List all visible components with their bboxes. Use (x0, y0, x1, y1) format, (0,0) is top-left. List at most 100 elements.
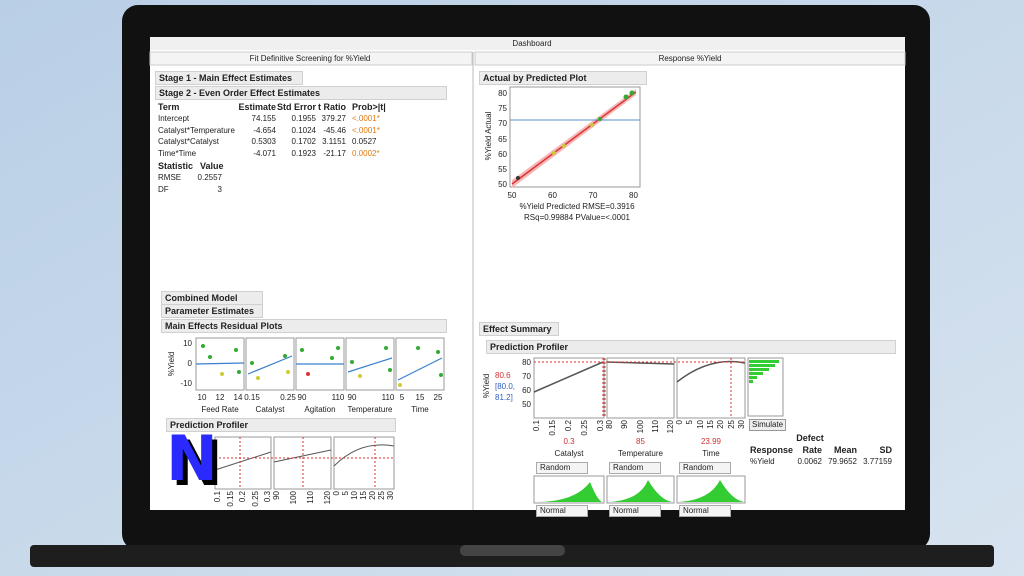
y-tick-label: 80 (522, 358, 531, 367)
window-title: Dashboard (512, 39, 552, 48)
y-tick-label: 60 (498, 149, 507, 159)
table-cell: 0.0062 (797, 457, 822, 466)
section-header: Effect Summary (479, 322, 559, 336)
fit-line (511, 91, 637, 185)
table-cell: 379.27 (321, 114, 346, 123)
dropdown[interactable]: Random (609, 462, 661, 474)
column-header: Std Error (276, 102, 316, 112)
pane-title: Response %Yield (658, 54, 722, 63)
axis-label: Feed Rate (201, 405, 239, 414)
x-tick-label: 15 (415, 393, 425, 402)
axis-label: %Yield (167, 351, 176, 377)
column-header: Rate (802, 445, 822, 455)
section-header: Prediction Profiler (166, 418, 396, 432)
section-header: Actual by Predicted Plot (479, 71, 647, 85)
column-header: Defect (796, 433, 824, 443)
x-tick-label: 12 (215, 393, 225, 402)
table-cell: 0.2557 (197, 173, 222, 182)
axis-label: Temperature (347, 405, 393, 414)
y-tick-label: 75 (498, 104, 507, 114)
x-tick-label: 100 (289, 491, 298, 505)
title-bar (150, 37, 905, 50)
x-tick-label: 70 (588, 191, 598, 200)
column-header: Estimate (238, 102, 276, 112)
right-header (474, 51, 906, 66)
x-tick-label: 0.2 (564, 420, 573, 432)
notch (460, 545, 565, 556)
column-header: SD (879, 445, 892, 455)
table-cell: 3.1151 (322, 137, 346, 146)
table-cell: 0.0527 (352, 137, 377, 146)
section-header: Stage 1 - Main Effect Estimates (155, 71, 303, 85)
actual-points (516, 90, 635, 180)
x-tick-label: 14 (233, 393, 243, 402)
table-cell: 3.77159 (863, 457, 892, 466)
section-header: Prediction Profiler (486, 340, 896, 354)
ci-value: [80.0, (495, 382, 516, 391)
factor-label: Time (702, 449, 720, 458)
section-header: Parameter Estimates (161, 304, 263, 318)
caption: %Yield Predicted RMSE=0.3916 (519, 202, 635, 211)
caption: RSq=0.99884 PValue=<.0001 (524, 213, 630, 222)
x-tick-label: 0.15 (548, 420, 557, 436)
x-tick-label: 90 (347, 393, 357, 402)
column-header: Statistic (158, 161, 194, 171)
x-tick-label: 10 (197, 393, 207, 402)
dropdown[interactable]: Normal (609, 505, 661, 517)
factor-value: 0.3 (563, 437, 575, 446)
x-tick-label: 10 (695, 420, 705, 429)
dropdown[interactable]: Normal (679, 505, 731, 517)
profiler-refs (534, 358, 745, 418)
table-cell: <.0001* (352, 114, 380, 123)
y-tick-label: 10 (183, 339, 192, 348)
x-tick-label: 30 (386, 491, 395, 500)
factor-label: Temperature (618, 449, 663, 458)
table-cell: Time*Time (158, 148, 197, 158)
table-cell: -21.17 (323, 148, 346, 158)
ci-value: 81.2] (495, 393, 513, 402)
dropdown[interactable]: Random (536, 462, 588, 474)
simulated-histogram (749, 360, 779, 383)
dropdown[interactable]: Random (679, 462, 731, 474)
y-tick-label: 70 (498, 119, 507, 129)
axis-label: Agitation (304, 405, 336, 414)
y-tick-label: -10 (180, 379, 192, 388)
x-tick-label: 90 (620, 420, 630, 429)
table-cell: %Yield (750, 457, 775, 466)
column-header: Mean (833, 445, 857, 455)
x-tick-label: 0.1 (213, 491, 222, 503)
actual-frame (509, 86, 641, 188)
table-cell: DF (158, 185, 169, 194)
column-header: Value (200, 161, 224, 171)
column-header: Prob>|t| (352, 102, 386, 112)
factor-value: 23.99 (700, 437, 722, 446)
x-tick-label: 80 (629, 191, 638, 200)
button[interactable]: Simulate (749, 419, 787, 431)
x-tick-label: 5 (685, 420, 695, 425)
y-tick-label: 70 (522, 372, 531, 381)
table-cell: RMSE (158, 173, 182, 182)
table-cell: -4.071 (253, 148, 276, 158)
table-cell: 74.155 (251, 114, 276, 123)
table-cell: 79.9652 (828, 457, 857, 466)
x-tick-label: 20 (716, 420, 726, 429)
x-tick-label: 5 (399, 393, 405, 402)
x-tick-label: 60 (548, 191, 557, 200)
factor-label: Catalyst (554, 449, 584, 458)
residual-fits (195, 355, 443, 381)
x-tick-label: 50 (507, 191, 517, 200)
column-header: t Ratio (318, 102, 346, 112)
dropdown[interactable]: Normal (536, 505, 588, 517)
x-tick-label: 110 (381, 393, 395, 402)
column-header: Term (158, 102, 180, 112)
x-tick-label: 25 (726, 420, 736, 429)
y-tick-label: 50 (522, 400, 531, 409)
x-tick-label: 0.15 (225, 491, 235, 507)
y-tick-label: 0 (187, 359, 192, 368)
table-cell: Catalyst*Catalyst (158, 137, 219, 146)
x-tick-label: 80 (605, 420, 614, 429)
y-tick-label: 65 (498, 134, 507, 144)
logo: N (166, 422, 218, 495)
left-profiler-refs (215, 437, 394, 489)
